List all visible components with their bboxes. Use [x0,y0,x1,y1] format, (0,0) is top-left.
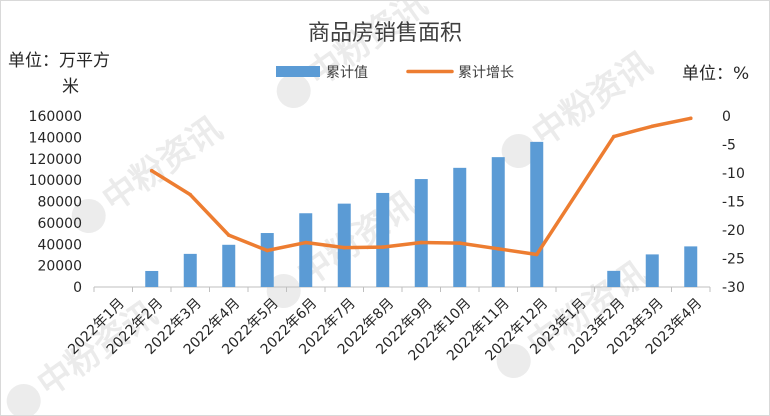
watermark-text: 中粉资讯 [95,109,229,220]
left-tick-label: 20000 [37,259,82,275]
line-point [534,252,539,257]
left-tick-label: 0 [73,280,82,296]
left-tick-label: 60000 [37,216,82,232]
bar [684,246,698,287]
line-point [496,247,501,251]
p-logo-icon [266,273,301,308]
p-logo-icon [6,383,41,416]
line-point [380,245,385,249]
line-point [342,245,347,250]
line-point [226,233,231,237]
left-tick-label: 120000 [29,152,82,168]
left-tick-label: 160000 [29,109,82,125]
right-tick-label: -15 [722,195,745,211]
right-tick-label: -5 [722,138,736,154]
line-point [650,124,655,129]
p-logo-icon [71,198,106,233]
right-axis: 0 -5 -10 -15 -20 -25 -30 [722,109,745,296]
left-axis-unit: 单位：万平方 [8,51,110,71]
legend: 累计值 累计增长 [276,65,514,81]
left-tick-label: 80000 [37,195,82,211]
watermark: 中粉资讯 [71,109,230,233]
right-tick-label: -25 [722,252,745,268]
right-tick-label: -20 [722,223,745,239]
bar [299,213,313,287]
left-tick-label: 40000 [37,237,82,253]
line-point [457,241,462,245]
bar [530,141,544,287]
watermark: 中粉资讯 [276,0,435,108]
bar [414,179,428,287]
line-point [419,240,424,245]
bar [376,192,390,287]
line-point [611,134,616,139]
legend-label-bar: 累计值 [326,65,368,81]
left-tick-label: 140000 [29,130,82,146]
right-tick-label: -10 [722,166,745,182]
line-point [149,168,154,173]
bar [491,157,505,287]
legend-label-line: 累计增长 [458,65,514,81]
left-tick-label: 100000 [29,173,82,189]
line-series [149,116,693,257]
right-axis-unit: 单位：% [682,64,749,84]
bar [337,203,351,287]
bar [453,167,467,287]
bar [607,270,621,287]
p-logo-icon [496,343,531,378]
line-path [150,116,693,257]
left-axis-unit-line2: 米 [62,77,79,97]
bar [222,244,236,287]
bar-series [145,141,698,287]
bar [183,253,197,287]
line-point [303,240,308,245]
p-logo-icon [501,133,536,168]
legend-swatch-bar [276,66,320,77]
bar [145,270,159,287]
line-point [188,192,193,197]
left-axis: 0 20000 40000 60000 80000 100000 120000 140000 1… [29,109,82,296]
line-point [688,116,693,121]
right-tick-label: 0 [722,109,731,125]
bar [645,254,659,287]
line-point [265,248,270,253]
p-logo-icon [276,73,311,108]
watermark-text: 中粉资讯 [525,44,659,155]
chart-title: 商品房销售面积 [308,21,462,46]
watermark: 中粉资讯 [501,44,660,168]
x-axis: 2022年1月2022年2月2022年3月2022年4月2022年5月2022年… [65,286,711,364]
bar [260,233,274,287]
right-tick-label: -30 [722,280,745,296]
